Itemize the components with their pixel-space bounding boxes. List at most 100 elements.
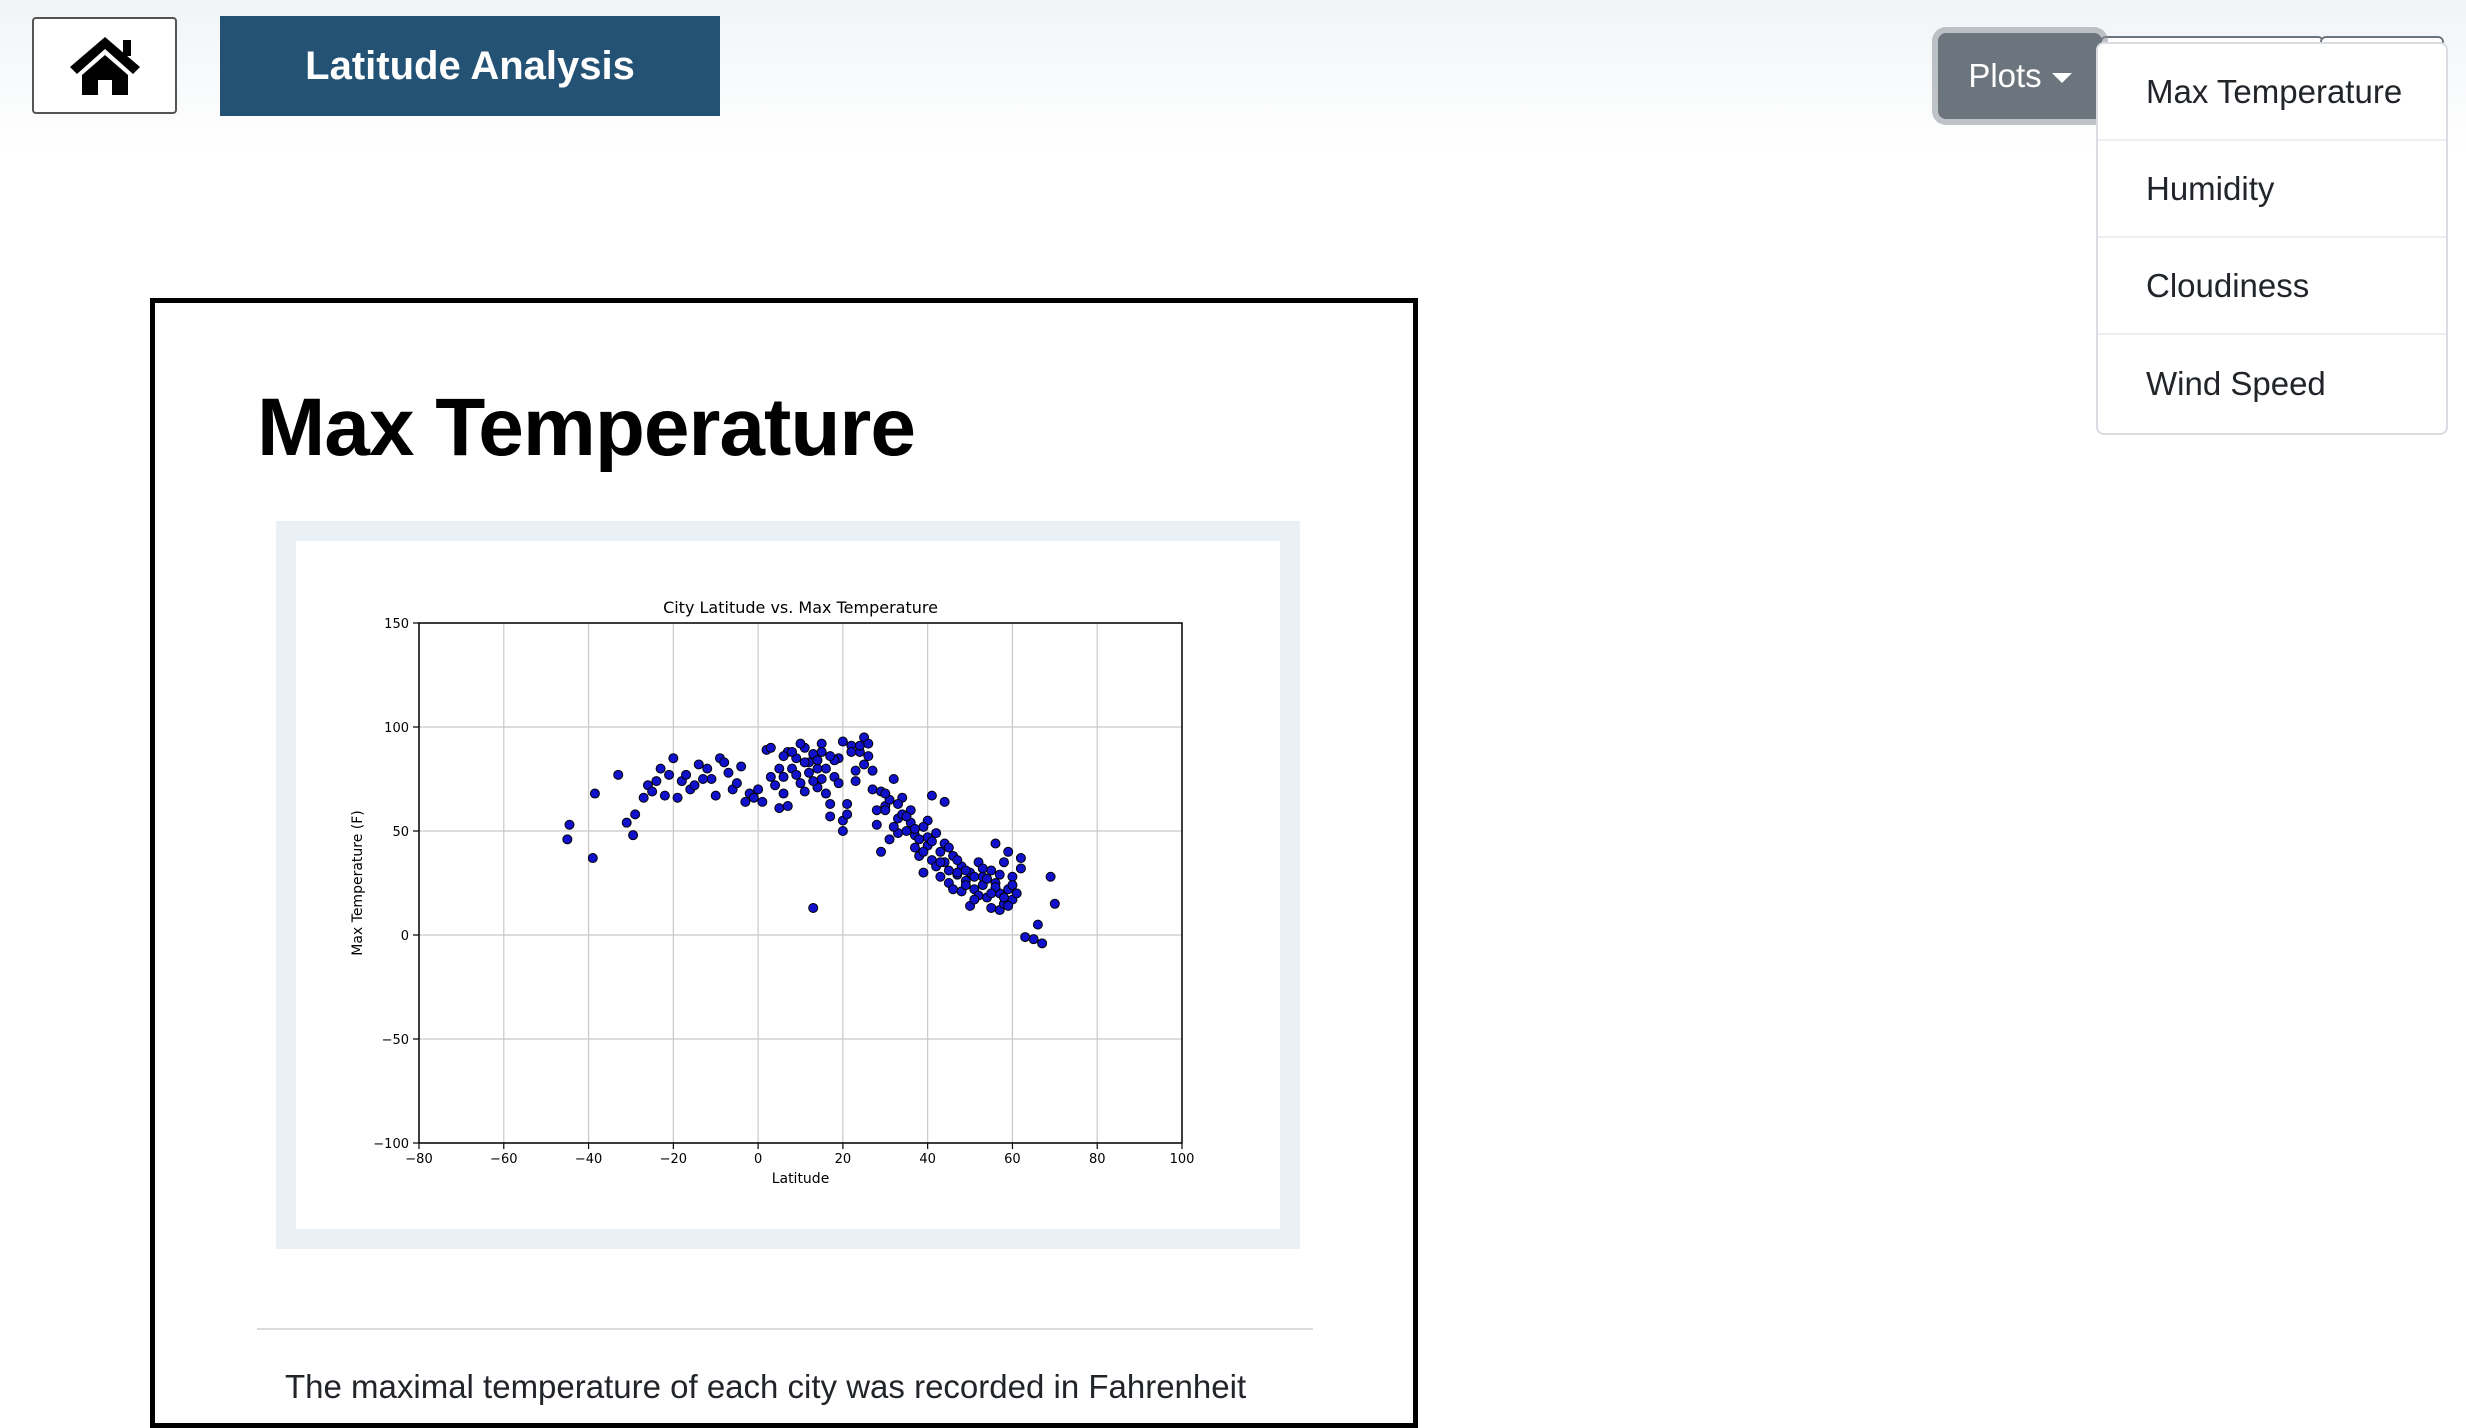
scatter-point bbox=[842, 809, 853, 820]
scatter-point bbox=[998, 857, 1009, 868]
scatter-point bbox=[1003, 846, 1014, 857]
scatter-point bbox=[1032, 919, 1043, 930]
scatter-point bbox=[782, 801, 793, 812]
card-title: Max Temperature bbox=[257, 382, 916, 473]
scatter-point bbox=[820, 788, 831, 799]
brand-title[interactable]: Latitude Analysis bbox=[220, 16, 720, 116]
scatter-point bbox=[901, 811, 912, 822]
plot-image: −80 −60 −40 −20 0 20 40 60 80 100 −100 −50 0 50 100 150… bbox=[296, 541, 1280, 1229]
plot-axes-frame bbox=[418, 622, 1183, 1144]
plots-dropdown-menu: Max Temperature Humidity Cloudiness Wind… bbox=[2096, 42, 2448, 435]
scatter-point bbox=[765, 742, 776, 753]
scatter-point bbox=[952, 867, 963, 878]
scatter-point bbox=[837, 826, 848, 836]
scatter-point bbox=[587, 853, 598, 864]
scatter-point bbox=[863, 738, 874, 749]
dropdown-item-wind-speed[interactable]: Wind Speed bbox=[2146, 364, 2326, 402]
x-tick-label: −20 bbox=[660, 1152, 687, 1167]
scatter-point bbox=[778, 788, 789, 799]
scatter-point bbox=[850, 765, 861, 776]
home-icon bbox=[69, 36, 140, 95]
scatter-point bbox=[888, 821, 899, 832]
scatter-point bbox=[960, 880, 971, 891]
scatter-point bbox=[935, 871, 946, 882]
x-tick-label: 40 bbox=[919, 1152, 936, 1167]
scatter-point bbox=[774, 803, 785, 814]
scatter-point bbox=[859, 759, 870, 770]
scatter-point bbox=[1015, 863, 1026, 874]
plots-dropdown-button[interactable]: Plots bbox=[1938, 33, 2102, 119]
scatter-point bbox=[926, 790, 937, 801]
y-axis-label: Max Temperature (F) bbox=[350, 810, 366, 956]
scatter-point bbox=[668, 753, 679, 764]
scatter-point bbox=[812, 763, 823, 774]
scatter-point bbox=[998, 892, 1009, 903]
scatter-point bbox=[672, 792, 683, 803]
scatter-point bbox=[820, 763, 831, 774]
scatter-point bbox=[948, 884, 959, 895]
scatter-point bbox=[816, 738, 827, 749]
x-tick-label: 0 bbox=[754, 1152, 762, 1167]
scatter-point bbox=[888, 774, 899, 784]
scatter-point bbox=[1007, 871, 1018, 882]
scatter-point bbox=[710, 790, 721, 801]
scatter-point bbox=[909, 823, 920, 834]
scatter-point bbox=[681, 769, 692, 780]
scatter-point bbox=[867, 765, 878, 776]
scatter-point bbox=[969, 894, 980, 905]
scatter-point bbox=[765, 771, 776, 782]
scatter-point bbox=[1007, 880, 1018, 891]
scatter-point bbox=[664, 769, 675, 780]
scatter-point bbox=[778, 751, 789, 762]
dropdown-item-cloudiness[interactable]: Cloudiness bbox=[2098, 238, 2446, 335]
scatter-point bbox=[651, 776, 662, 787]
scatter-point bbox=[884, 834, 895, 845]
divider bbox=[257, 1328, 1313, 1330]
scatter-point bbox=[719, 757, 730, 768]
card-description: The maximal temperature of each city was… bbox=[285, 1368, 1247, 1405]
scatter-point bbox=[943, 865, 954, 876]
scatter-point bbox=[935, 857, 946, 868]
scatter-point bbox=[986, 865, 997, 876]
scatter-point bbox=[1003, 900, 1014, 911]
scatter-point bbox=[816, 746, 827, 757]
scatter-point bbox=[770, 780, 781, 791]
scatter-point bbox=[562, 834, 573, 845]
scatter-point bbox=[647, 786, 658, 797]
scatter-point bbox=[960, 865, 971, 876]
x-tick-label: −80 bbox=[405, 1152, 432, 1167]
scatter-point bbox=[1015, 853, 1026, 864]
scatter-point bbox=[803, 767, 814, 778]
scatter-point bbox=[757, 796, 768, 807]
scatter-point bbox=[914, 834, 925, 845]
y-tick-label: 150 bbox=[384, 617, 409, 632]
scatter-point bbox=[778, 771, 789, 782]
scatter-point bbox=[621, 817, 632, 828]
scatter-point bbox=[918, 846, 929, 857]
dropdown-item-max-temperature[interactable]: Max Temperature bbox=[2098, 44, 2446, 141]
scatter-point bbox=[799, 786, 810, 797]
scatter-point bbox=[833, 778, 844, 789]
x-tick-label: 80 bbox=[1089, 1152, 1106, 1167]
scatter-point bbox=[982, 873, 993, 884]
dropdown-item-humidity[interactable]: Humidity bbox=[2098, 141, 2446, 238]
scatter-point bbox=[1045, 871, 1056, 882]
scatter-point bbox=[837, 736, 848, 747]
scatter-point bbox=[795, 778, 806, 789]
scatter-point bbox=[816, 774, 827, 784]
scatter-point bbox=[787, 746, 798, 757]
scatter-point bbox=[723, 767, 734, 778]
scatter-point bbox=[706, 774, 717, 784]
scatter-point bbox=[871, 819, 882, 830]
scatter-point bbox=[943, 842, 954, 853]
scatter-point bbox=[753, 784, 764, 795]
scatter-point bbox=[939, 796, 950, 807]
home-button[interactable] bbox=[32, 17, 177, 114]
scatter-point bbox=[791, 769, 802, 780]
x-axis-label: Latitude bbox=[772, 1171, 830, 1187]
scatter-point bbox=[613, 769, 624, 780]
scatter-point bbox=[748, 792, 759, 803]
plot-card: Max Temperature −80 −60 −40 −20 0 20 40 60 80 100… bbox=[150, 298, 1418, 1428]
scatter-point bbox=[850, 776, 861, 787]
scatter-point bbox=[876, 846, 887, 857]
